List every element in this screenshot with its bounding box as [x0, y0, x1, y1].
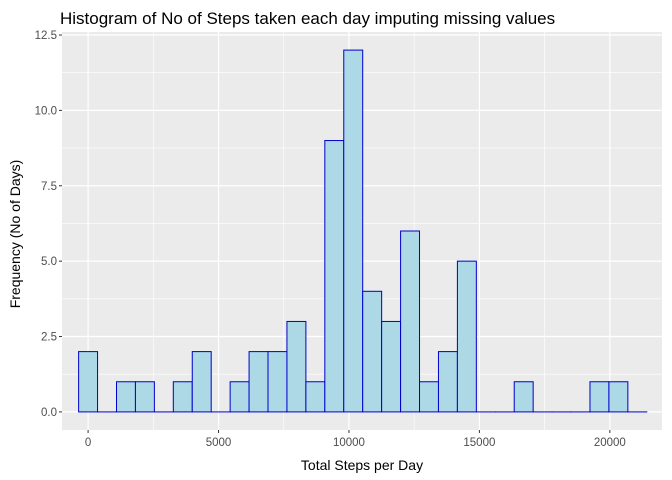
x-tick-label: 0 [85, 437, 91, 449]
histogram-bar [229, 381, 250, 413]
y-tick-label: 2.5 [41, 332, 57, 344]
y-axis-title: Frequency (No of Days) [7, 160, 23, 309]
histogram-bar [456, 260, 477, 413]
histogram-bar [115, 381, 136, 413]
y-tick-label: 10.0 [35, 105, 57, 117]
histogram-bar [267, 351, 288, 413]
histogram-bar [134, 381, 155, 413]
histogram-bar [608, 381, 629, 413]
histogram-bar [437, 351, 458, 413]
histogram-bar [78, 351, 99, 413]
histogram-bar [172, 381, 193, 413]
histogram-bar [362, 290, 383, 413]
histogram-bar [191, 351, 212, 413]
histogram-bar [513, 381, 534, 413]
histogram-bar [286, 320, 307, 413]
x-tick-label: 10000 [333, 437, 365, 449]
histogram-bar [343, 49, 364, 413]
x-tick-label: 5000 [206, 437, 232, 449]
y-axis-ticks: 0.0 2.5 5.0 7.5 10.0 12.5 [35, 30, 62, 419]
x-tick-label: 15000 [463, 437, 495, 449]
x-tick-label: 20000 [594, 437, 626, 449]
y-tick-label: 12.5 [35, 30, 57, 42]
histogram-bars [78, 49, 648, 413]
histogram-bar [305, 381, 326, 413]
histogram-bar [324, 140, 345, 413]
histogram-bar [400, 230, 421, 413]
y-tick-label: 0.0 [41, 407, 57, 419]
x-axis-ticks: 0 5000 10000 15000 20000 [85, 430, 626, 449]
histogram-bar [419, 381, 439, 413]
histogram-bar [381, 320, 402, 413]
y-tick-label: 7.5 [41, 181, 57, 193]
chart-title: Histogram of No of Steps taken each day … [60, 9, 555, 28]
histogram-bar [589, 381, 610, 413]
y-tick-label: 5.0 [41, 256, 57, 268]
histogram-bar [248, 351, 269, 413]
x-axis-title: Total Steps per Day [301, 457, 423, 473]
